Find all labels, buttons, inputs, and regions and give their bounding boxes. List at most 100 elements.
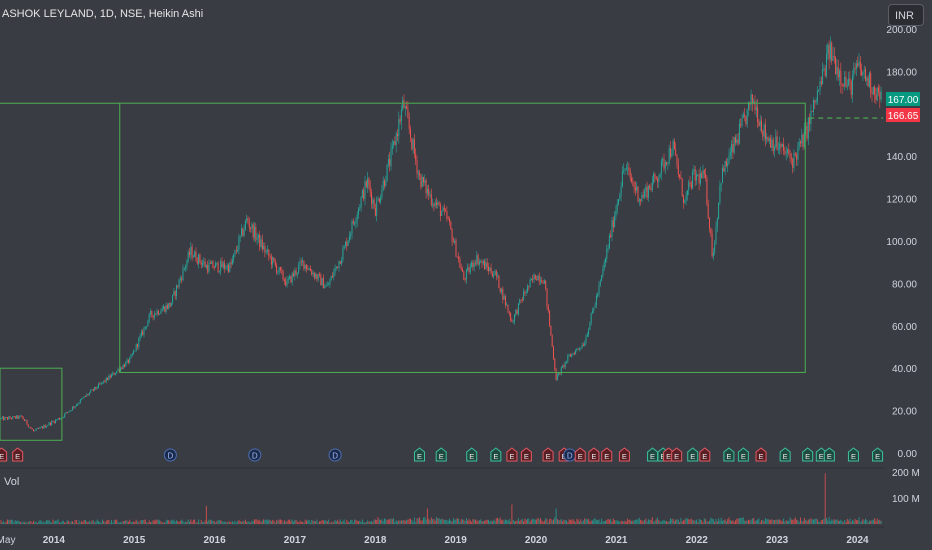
event-markers[interactable]: EEDDDEEEEEEEEDEEEEEEEEEEEEEEEEEEE <box>0 447 884 462</box>
candle-body <box>809 117 811 124</box>
volume-bar <box>204 520 206 524</box>
earnings-marker-glyph: E <box>509 452 514 461</box>
earnings-marker[interactable] <box>872 447 884 462</box>
volume-bar <box>185 521 187 524</box>
earnings-marker[interactable] <box>12 447 24 462</box>
volume-bar <box>118 522 120 524</box>
volume-bar <box>694 520 696 524</box>
candle-body <box>265 250 267 253</box>
candle-body <box>471 262 473 268</box>
earnings-marker[interactable] <box>737 447 749 462</box>
rectangle-drawing[interactable] <box>0 367 63 441</box>
candle-body <box>12 416 14 419</box>
candle-body <box>857 63 859 66</box>
dividend-marker[interactable] <box>248 448 262 462</box>
candle-body <box>256 237 258 240</box>
candle-body <box>423 176 424 183</box>
candle-body <box>610 235 612 237</box>
time-axis[interactable]: May 2014 2015 2016 2017 2018 2019 2020 2021 2022 2… <box>0 535 869 546</box>
candle-body <box>88 392 90 395</box>
candle-body <box>645 186 647 192</box>
candle-body <box>172 295 174 303</box>
volume-bar <box>614 520 616 524</box>
earnings-marker[interactable] <box>601 447 613 462</box>
candle-body <box>628 167 630 171</box>
earnings-marker[interactable] <box>413 447 425 462</box>
earnings-marker[interactable] <box>755 447 767 462</box>
dividend-marker[interactable] <box>328 448 342 462</box>
volume-bar <box>382 520 384 524</box>
earnings-marker[interactable] <box>490 447 502 462</box>
candle-body <box>562 365 564 368</box>
dividend-marker[interactable] <box>163 448 177 462</box>
volume-bar <box>252 521 254 524</box>
candle-body <box>761 120 762 131</box>
candle-body <box>135 344 137 351</box>
volume-bar <box>191 521 193 524</box>
candle-body <box>823 68 825 70</box>
volume-bar <box>527 518 528 524</box>
dividend-marker-glyph: D <box>567 452 573 461</box>
earnings-marker[interactable] <box>847 447 859 462</box>
volume-bar <box>407 519 409 524</box>
volume-bar <box>135 519 137 524</box>
candle-body <box>774 147 775 152</box>
drawings[interactable] <box>0 102 884 441</box>
candle-body <box>683 196 684 203</box>
earnings-marker[interactable] <box>0 447 8 462</box>
earnings-marker[interactable] <box>574 447 586 462</box>
candle-body <box>148 314 150 322</box>
volume-bar <box>486 519 488 524</box>
candle-body <box>87 394 89 396</box>
candle-body <box>251 224 253 229</box>
earnings-marker[interactable] <box>723 447 735 462</box>
candle-body <box>4 417 6 421</box>
volume-bar <box>454 520 456 524</box>
volume-bar <box>62 520 64 524</box>
earnings-marker[interactable] <box>520 447 532 462</box>
volume-bar <box>316 519 318 524</box>
earnings-marker[interactable] <box>699 447 711 462</box>
earnings-marker[interactable] <box>671 447 683 462</box>
earnings-marker-glyph: E <box>827 452 832 461</box>
candle-body <box>858 61 860 66</box>
candle-body <box>196 260 198 264</box>
candle-body <box>268 249 270 257</box>
candle-body <box>740 124 742 126</box>
earnings-marker[interactable] <box>435 447 447 462</box>
candle-body <box>511 320 513 322</box>
earnings-marker[interactable] <box>542 447 554 462</box>
earnings-marker[interactable] <box>823 447 835 462</box>
earnings-marker[interactable] <box>779 447 791 462</box>
volume-bar <box>560 518 562 524</box>
volume-bar <box>177 521 179 524</box>
dividend-marker-glyph: D <box>332 452 338 461</box>
volume-bar <box>289 519 291 524</box>
volume-bar <box>806 520 808 524</box>
rectangle-drawing[interactable] <box>119 102 806 373</box>
earnings-marker[interactable] <box>687 447 699 462</box>
candle-body <box>186 261 188 267</box>
earnings-marker[interactable] <box>506 447 518 462</box>
earnings-marker[interactable] <box>588 447 600 462</box>
volume-bar <box>38 521 40 524</box>
volume-bar <box>642 521 644 524</box>
earnings-marker[interactable] <box>802 447 814 462</box>
candle-body <box>437 202 439 205</box>
candle-body <box>741 117 743 126</box>
candle-body <box>164 306 166 312</box>
earnings-marker[interactable] <box>618 447 630 462</box>
volume-bar <box>25 521 27 524</box>
candle-body <box>672 140 674 154</box>
volume-bar <box>692 520 694 524</box>
volume-bar <box>541 520 543 524</box>
earnings-marker[interactable] <box>466 447 478 462</box>
candle-body <box>343 246 345 250</box>
volume-bar <box>660 521 662 524</box>
volume-bar <box>351 519 353 524</box>
currency-button[interactable]: INR <box>888 4 924 26</box>
candle-body <box>878 87 879 93</box>
volume-bar <box>138 522 140 524</box>
symbol-title[interactable]: ASHOK LEYLAND, 1D, NSE, Heikin Ashi <box>2 8 204 20</box>
